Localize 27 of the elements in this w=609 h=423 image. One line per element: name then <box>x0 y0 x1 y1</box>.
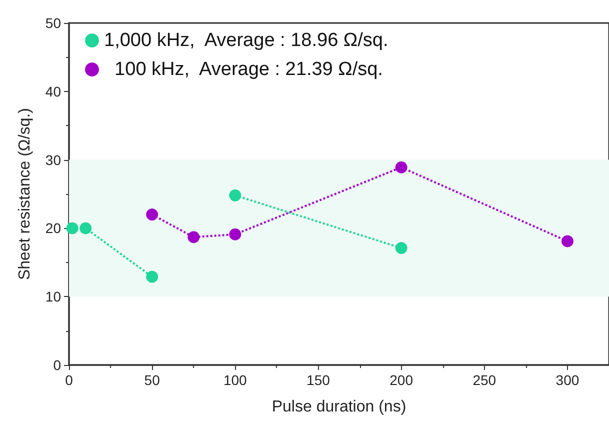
x-tick-label: 250 <box>472 372 496 388</box>
y-tick-label: 50 <box>45 15 62 31</box>
point <box>188 231 200 244</box>
point <box>146 208 158 221</box>
x-axis-title: Pulse duration (ns) <box>272 398 406 416</box>
x-tick-label: 0 <box>65 372 74 388</box>
x-tick-label: 50 <box>144 372 160 388</box>
x-tick-label: 150 <box>306 372 330 388</box>
y-tick-label: 40 <box>45 83 62 100</box>
x-tick-label: 200 <box>390 372 414 388</box>
y-tick-label: 30 <box>45 152 62 168</box>
y-tick-label: 20 <box>45 220 62 236</box>
point <box>80 222 92 234</box>
y-tick-label: 0 <box>53 357 62 373</box>
point <box>229 189 242 202</box>
y-axis-title: Sheet resistance (Ω/sq.) <box>16 108 34 280</box>
point <box>395 242 408 254</box>
legend-label: 100 kHz, Average : 21.39 Ω/sq. <box>104 59 383 80</box>
y-tick-label: 10 <box>45 288 62 305</box>
point <box>66 222 78 234</box>
point <box>561 235 574 248</box>
point <box>146 270 158 283</box>
x-tick-label: 100 <box>223 372 248 388</box>
legend-label: 1,000 kHz, Average : 18.96 Ω/sq. <box>104 30 388 51</box>
x-tick-label: 300 <box>556 372 580 388</box>
point <box>229 228 242 240</box>
point <box>395 161 408 174</box>
